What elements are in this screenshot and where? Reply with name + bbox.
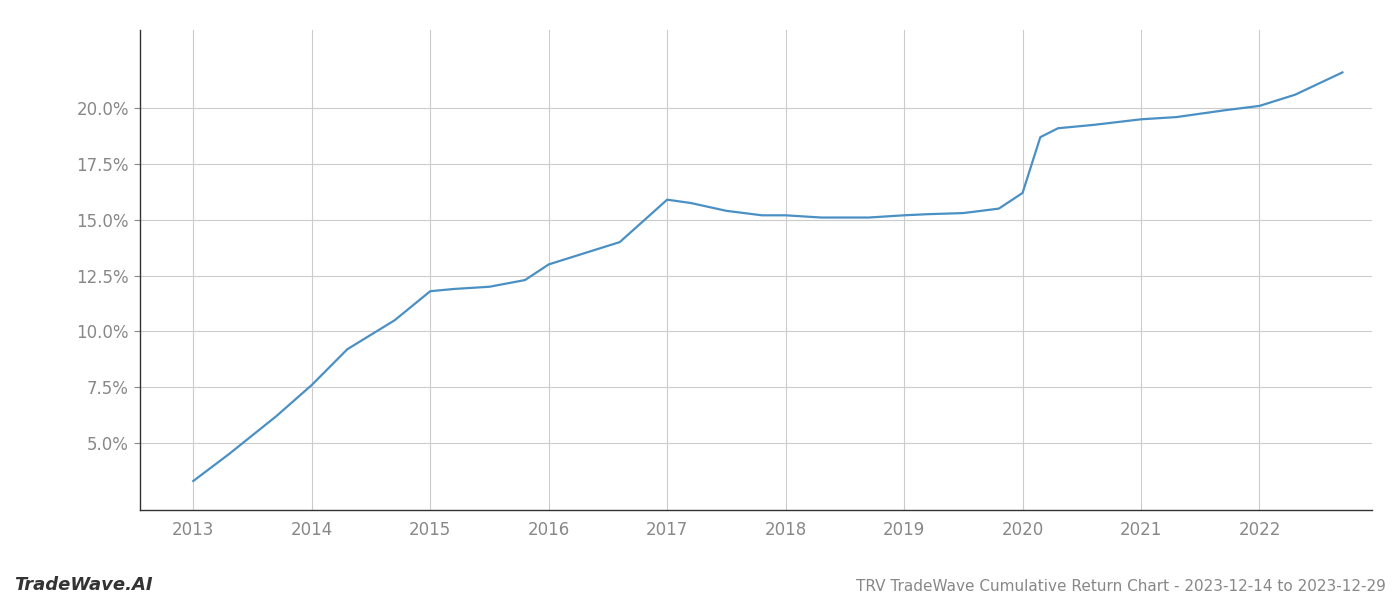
Text: TradeWave.AI: TradeWave.AI xyxy=(14,576,153,594)
Text: TRV TradeWave Cumulative Return Chart - 2023-12-14 to 2023-12-29: TRV TradeWave Cumulative Return Chart - … xyxy=(857,579,1386,594)
